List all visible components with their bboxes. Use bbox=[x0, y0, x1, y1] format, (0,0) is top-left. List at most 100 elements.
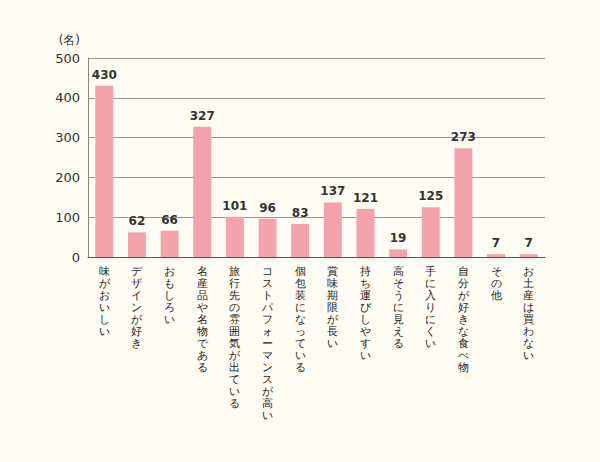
svg-text:個: 個 bbox=[294, 264, 306, 278]
svg-text:他: 他 bbox=[491, 289, 502, 302]
svg-text:限: 限 bbox=[327, 300, 339, 314]
svg-text:66: 66 bbox=[161, 213, 178, 227]
svg-text:旅: 旅 bbox=[229, 264, 241, 278]
svg-text:お: お bbox=[98, 288, 110, 302]
svg-text:100: 100 bbox=[55, 210, 80, 225]
svg-text:雰: 雰 bbox=[229, 312, 241, 326]
svg-text:品: 品 bbox=[196, 288, 208, 302]
svg-text:産: 産 bbox=[196, 276, 208, 290]
svg-text:名: 名 bbox=[196, 312, 208, 326]
svg-text:400: 400 bbox=[55, 90, 80, 105]
svg-text:い: い bbox=[98, 300, 110, 314]
svg-text:7: 7 bbox=[524, 236, 532, 250]
svg-text:い: い bbox=[294, 348, 306, 362]
svg-text:い: い bbox=[164, 313, 175, 326]
svg-text:包: 包 bbox=[294, 276, 306, 290]
svg-text:327: 327 bbox=[190, 109, 215, 123]
svg-text:200: 200 bbox=[55, 170, 80, 185]
svg-text:い: い bbox=[99, 325, 110, 338]
svg-text:行: 行 bbox=[229, 276, 241, 290]
svg-text:も: も bbox=[164, 276, 176, 290]
svg-text:デ: デ bbox=[131, 264, 143, 278]
svg-text:味: 味 bbox=[98, 264, 110, 278]
svg-text:や: や bbox=[196, 300, 208, 314]
svg-text:が: が bbox=[229, 348, 241, 362]
svg-text:96: 96 bbox=[259, 201, 276, 215]
svg-text:見: 見 bbox=[392, 312, 404, 326]
svg-text:物: 物 bbox=[196, 324, 208, 338]
svg-text:物: 物 bbox=[458, 361, 469, 374]
svg-text:ろ: ろ bbox=[164, 300, 176, 314]
svg-text:の: の bbox=[229, 300, 241, 314]
svg-text:く: く bbox=[425, 324, 437, 338]
svg-text:500: 500 bbox=[55, 51, 80, 66]
svg-text:味: 味 bbox=[327, 276, 339, 290]
svg-text:い: い bbox=[327, 337, 338, 350]
svg-text:出: 出 bbox=[229, 360, 241, 374]
svg-text:る: る bbox=[295, 361, 306, 374]
svg-text:い: い bbox=[425, 337, 436, 350]
svg-text:ザ: ザ bbox=[131, 276, 143, 290]
svg-text:気: 気 bbox=[229, 336, 241, 350]
svg-text:え: え bbox=[392, 324, 404, 338]
svg-text:名: 名 bbox=[196, 264, 208, 278]
svg-text:長: 長 bbox=[327, 324, 339, 338]
svg-text:な: な bbox=[294, 312, 306, 326]
svg-text:自: 自 bbox=[457, 264, 469, 278]
svg-text:り: り bbox=[425, 300, 437, 314]
svg-text:る: る bbox=[197, 361, 208, 374]
svg-text:に: に bbox=[425, 312, 437, 326]
svg-text:121: 121 bbox=[353, 191, 378, 205]
svg-text:125: 125 bbox=[418, 189, 443, 203]
svg-text:先: 先 bbox=[229, 288, 241, 302]
svg-text:が: が bbox=[457, 288, 469, 302]
svg-text:そ: そ bbox=[392, 276, 404, 290]
svg-text:い: い bbox=[262, 409, 273, 422]
svg-text:好: 好 bbox=[131, 324, 143, 338]
svg-text:囲: 囲 bbox=[229, 324, 241, 338]
svg-text:に: に bbox=[425, 276, 437, 290]
svg-text:い: い bbox=[523, 349, 534, 362]
svg-text:19: 19 bbox=[390, 231, 407, 245]
svg-text:て: て bbox=[294, 336, 306, 350]
svg-text:賞: 賞 bbox=[327, 264, 339, 278]
svg-text:273: 273 bbox=[451, 130, 476, 144]
svg-text:430: 430 bbox=[92, 68, 117, 82]
svg-text:る: る bbox=[229, 397, 240, 410]
svg-text:高: 高 bbox=[392, 264, 404, 278]
svg-text:83: 83 bbox=[292, 206, 309, 220]
svg-text:が: が bbox=[327, 312, 339, 326]
svg-text:イ: イ bbox=[131, 288, 143, 302]
svg-text:手: 手 bbox=[425, 264, 437, 278]
svg-text:7: 7 bbox=[492, 236, 500, 250]
svg-text:入: 入 bbox=[425, 288, 437, 302]
svg-text:が: が bbox=[131, 312, 143, 326]
svg-text:に: に bbox=[294, 300, 306, 314]
svg-text:に: に bbox=[392, 300, 404, 314]
svg-text:い: い bbox=[229, 384, 241, 398]
svg-text:137: 137 bbox=[320, 184, 345, 198]
svg-text:で: で bbox=[196, 336, 208, 350]
svg-text:101: 101 bbox=[222, 199, 247, 213]
svg-text:っ: っ bbox=[294, 324, 306, 338]
svg-text:い: い bbox=[360, 349, 371, 362]
svg-text:装: 装 bbox=[294, 288, 306, 302]
svg-text:300: 300 bbox=[55, 130, 80, 145]
svg-text:し: し bbox=[164, 288, 176, 302]
svg-text:0: 0 bbox=[72, 250, 80, 265]
svg-text:る: る bbox=[393, 337, 404, 350]
svg-text:お: お bbox=[164, 264, 176, 278]
svg-text:好: 好 bbox=[457, 300, 469, 314]
svg-text:し: し bbox=[98, 312, 110, 326]
svg-text:分: 分 bbox=[457, 276, 469, 290]
svg-text:き: き bbox=[131, 337, 142, 350]
svg-text:て: て bbox=[229, 372, 241, 386]
svg-text:が: が bbox=[98, 276, 110, 290]
svg-text:期: 期 bbox=[327, 288, 339, 302]
svg-text:ン: ン bbox=[131, 300, 143, 314]
svg-text:あ: あ bbox=[196, 348, 208, 362]
svg-text:き: き bbox=[457, 312, 469, 326]
svg-text:62: 62 bbox=[129, 214, 146, 228]
svg-text:う: う bbox=[392, 288, 404, 302]
svg-text:(名): (名) bbox=[59, 33, 80, 47]
